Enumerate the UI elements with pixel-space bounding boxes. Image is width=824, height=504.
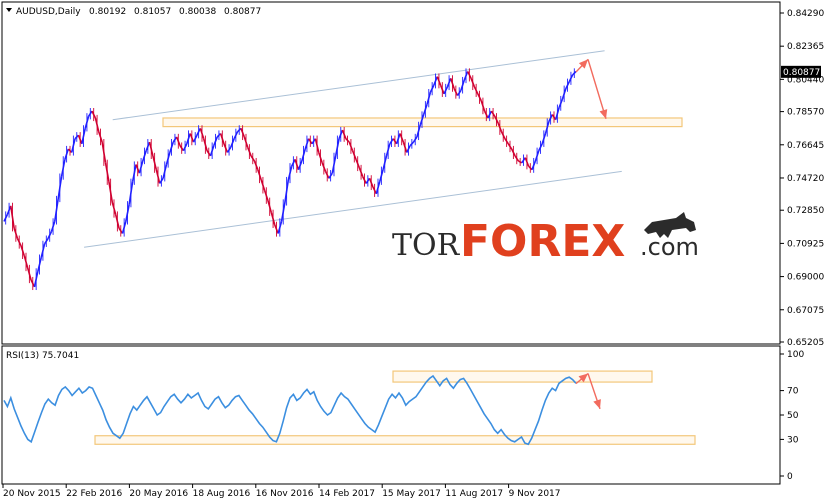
price-y-label: 0.76645 bbox=[787, 141, 824, 151]
rsi-zone-layer bbox=[94, 370, 696, 445]
price-y-label: 0.67075 bbox=[787, 306, 824, 316]
x-label: 16 Nov 2016 bbox=[256, 489, 314, 499]
logo-tor-text: TOR bbox=[392, 228, 461, 263]
bull-icon bbox=[644, 212, 696, 238]
x-label: 14 Feb 2017 bbox=[319, 489, 375, 499]
channel-lower-line bbox=[84, 170, 622, 248]
price-series bbox=[3, 68, 577, 291]
logo-forex-text: FOREX bbox=[460, 216, 625, 267]
rsi-y-label: 100 bbox=[787, 350, 804, 360]
rsi-forecast-up-arrow-head bbox=[578, 373, 588, 383]
price-y-label: 0.70925 bbox=[787, 239, 824, 249]
x-label: 18 Aug 2016 bbox=[193, 489, 251, 499]
logo-com-text: .com bbox=[640, 233, 699, 261]
price-forecast-up-arrow-head bbox=[578, 59, 588, 69]
x-axis: 20 Nov 2015 22 Feb 2016 20 May 2016 18 Aug … bbox=[2, 484, 561, 499]
ohlc-low: 0.80038 bbox=[179, 7, 216, 17]
price-y-label: 0.84290 bbox=[787, 9, 824, 19]
channel-upper-line bbox=[112, 50, 605, 121]
x-label: 22 Feb 2016 bbox=[66, 489, 122, 499]
price-y-label: 0.72850 bbox=[787, 206, 824, 216]
ohlc-open: 0.80192 bbox=[89, 7, 126, 17]
ohlc-high: 0.81057 bbox=[134, 7, 171, 17]
rsi-forecast-down-arrow-head bbox=[593, 399, 601, 409]
rsi-pane-frame bbox=[1, 345, 781, 485]
chart-header: AUDUSD,Daily 0.80192 0.81057 0.80038 0.8… bbox=[6, 7, 261, 17]
rsi-title: RSI(13) 75.7041 bbox=[6, 351, 79, 361]
current-price-marker: 0.80877 bbox=[781, 65, 821, 78]
rsi-line bbox=[3, 374, 577, 446]
x-label: 20 Nov 2015 bbox=[3, 489, 61, 499]
rsi-lower-zone bbox=[94, 435, 696, 445]
torforex-logo: TOR FOREX .com bbox=[392, 212, 699, 267]
rsi-y-label: 50 bbox=[787, 411, 799, 421]
x-label: 9 Nov 2017 bbox=[509, 489, 561, 499]
rsi-y-label: 30 bbox=[787, 435, 799, 445]
price-forecast-down-arrow bbox=[587, 59, 607, 120]
price-pane-frame bbox=[1, 1, 781, 345]
x-label: 20 May 2016 bbox=[129, 489, 188, 499]
current-price-label: 0.80877 bbox=[783, 68, 820, 78]
symbol-label: AUDUSD,Daily bbox=[16, 7, 81, 17]
rsi-series bbox=[3, 374, 577, 446]
x-label: 15 May 2017 bbox=[382, 489, 441, 499]
x-label: 11 Aug 2017 bbox=[445, 489, 503, 499]
ohlc-close: 0.80877 bbox=[224, 7, 261, 17]
price-y-label: 0.74720 bbox=[787, 174, 824, 184]
price-y-label: 0.69000 bbox=[787, 273, 824, 283]
price-channel-layer bbox=[84, 50, 622, 248]
rsi-y-label: 70 bbox=[787, 387, 799, 397]
price-y-label: 0.78570 bbox=[787, 108, 824, 118]
price-y-label: 0.65205 bbox=[787, 338, 824, 348]
price-y-label: 0.82365 bbox=[787, 42, 824, 52]
rsi-y-label: 0 bbox=[787, 472, 793, 482]
rsi-y-axis: 100 70 50 30 0 bbox=[780, 350, 804, 482]
price-y-axis: 0.84290 0.82365 0.80440 0.78570 0.76645 0.747… bbox=[780, 9, 824, 348]
forecast-arrows bbox=[575, 58, 608, 410]
rsi-upper-zone bbox=[392, 370, 653, 383]
price-y-label: 0.80440 bbox=[787, 75, 824, 85]
price-forecast-down-arrow-head bbox=[599, 109, 608, 119]
dropdown-triangle-icon[interactable] bbox=[6, 8, 12, 12]
